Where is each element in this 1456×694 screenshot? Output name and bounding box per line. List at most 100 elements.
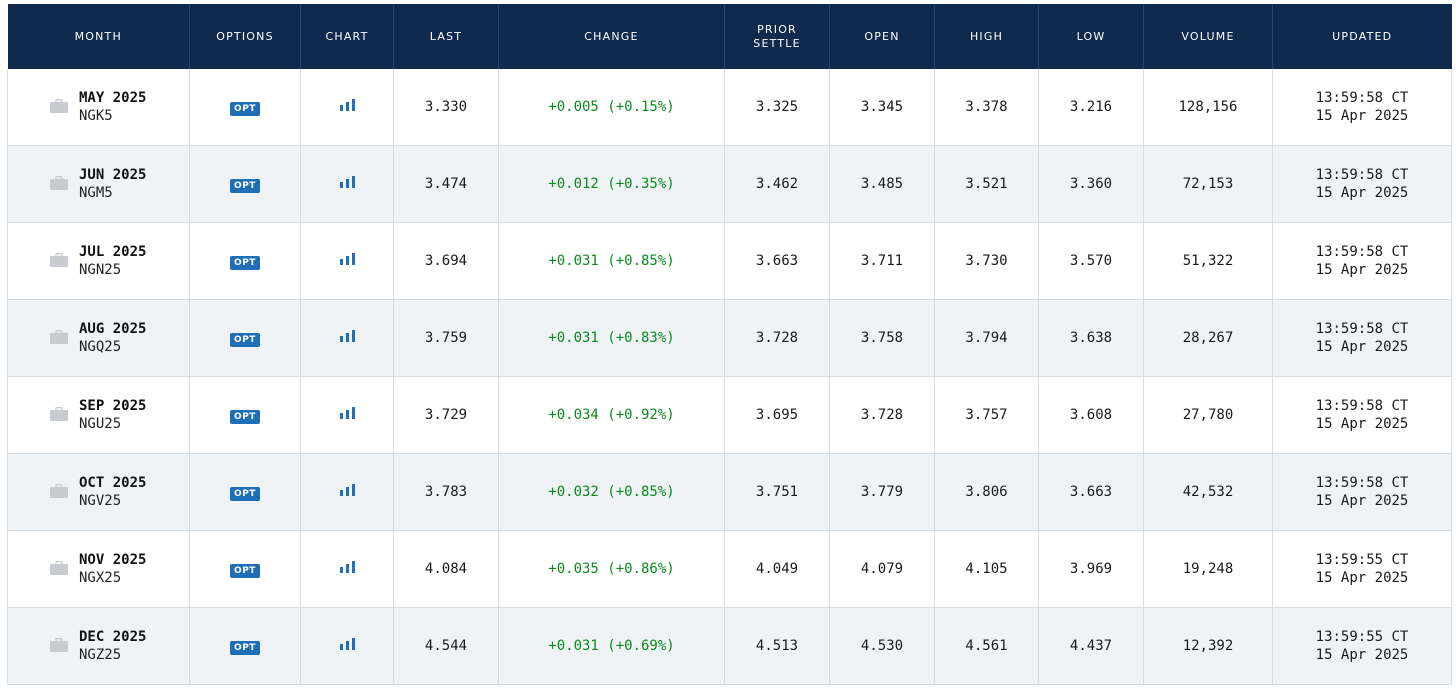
- updated-date: 15 Apr 2025: [1315, 416, 1409, 432]
- briefcase-icon: [50, 175, 68, 190]
- futures-quotes-table-wrapper: MONTH OPTIONS CHART LAST CHANGE PRIOR SE…: [7, 4, 1452, 685]
- volume: 128,156: [1143, 69, 1273, 146]
- options-button[interactable]: OPT: [230, 178, 260, 193]
- column-header-high[interactable]: HIGH: [934, 4, 1039, 69]
- options-button[interactable]: OPT: [230, 640, 260, 655]
- volume: 27,780: [1143, 376, 1273, 454]
- updated-time: 13:59:58 CT: [1315, 321, 1409, 337]
- prior-settle-label-line1: PRIOR: [757, 22, 797, 36]
- options-button[interactable]: OPT: [230, 486, 260, 501]
- prior-settle: 4.513: [724, 607, 830, 685]
- column-header-last[interactable]: LAST: [393, 4, 499, 69]
- volume: 42,532: [1143, 453, 1273, 531]
- options-button[interactable]: OPT: [230, 563, 260, 578]
- prior-settle: 4.049: [724, 530, 830, 608]
- last-price: 3.474: [393, 145, 499, 223]
- price-change: +0.005 (+0.15%): [498, 69, 725, 146]
- chart-cell: [300, 69, 394, 146]
- contract-month[interactable]: JUN 2025: [79, 167, 147, 183]
- bar-chart-icon[interactable]: [339, 99, 355, 111]
- last-price: 3.783: [393, 453, 499, 531]
- updated-time: 13:59:58 CT: [1315, 244, 1409, 260]
- bar-chart-icon[interactable]: [339, 484, 355, 496]
- contract-month[interactable]: NOV 2025: [79, 552, 147, 568]
- contract-month[interactable]: DEC 2025: [79, 629, 147, 645]
- column-header-change[interactable]: CHANGE: [498, 4, 725, 69]
- table-row: SEP 2025 NGU25 OPT 3.729 +0.034 (+0.92%)…: [7, 376, 1452, 454]
- column-header-chart[interactable]: CHART: [300, 4, 394, 69]
- contract-month[interactable]: AUG 2025: [79, 321, 147, 337]
- updated-date: 15 Apr 2025: [1315, 493, 1409, 509]
- table-row: AUG 2025 NGQ25 OPT 3.759 +0.031 (+0.83%)…: [7, 299, 1452, 377]
- briefcase-icon: [50, 637, 68, 652]
- chart-cell: [300, 222, 394, 300]
- high-price: 3.757: [934, 376, 1039, 454]
- column-header-month[interactable]: MONTH: [7, 4, 190, 69]
- high-price: 3.521: [934, 145, 1039, 223]
- contract-month[interactable]: SEP 2025: [79, 398, 147, 414]
- open-price: 3.728: [829, 376, 935, 454]
- bar-chart-icon[interactable]: [339, 330, 355, 342]
- contract-month[interactable]: OCT 2025: [79, 475, 147, 491]
- updated-date: 15 Apr 2025: [1315, 262, 1409, 278]
- options-cell: OPT: [189, 145, 301, 223]
- futures-quotes-table: MONTH OPTIONS CHART LAST CHANGE PRIOR SE…: [7, 4, 1452, 685]
- table-row: JUL 2025 NGN25 OPT 3.694 +0.031 (+0.85%)…: [7, 222, 1452, 300]
- updated-time: 13:59:58 CT: [1315, 475, 1409, 491]
- month-cell: DEC 2025 NGZ25: [7, 607, 190, 685]
- last-price: 3.330: [393, 69, 499, 146]
- contract-code: NGQ25: [79, 339, 122, 355]
- column-header-prior-settle[interactable]: PRIOR SETTLE: [724, 4, 830, 69]
- month-cell: OCT 2025 NGV25: [7, 453, 190, 531]
- open-price: 4.530: [829, 607, 935, 685]
- price-change: +0.034 (+0.92%): [498, 376, 725, 454]
- briefcase-icon: [50, 483, 68, 498]
- bar-chart-icon[interactable]: [339, 176, 355, 188]
- column-header-options[interactable]: OPTIONS: [189, 4, 301, 69]
- volume: 51,322: [1143, 222, 1273, 300]
- price-change: +0.032 (+0.85%): [498, 453, 725, 531]
- high-price: 3.730: [934, 222, 1039, 300]
- bar-chart-icon[interactable]: [339, 407, 355, 419]
- contract-code: NGM5: [79, 185, 113, 201]
- low-price: 3.608: [1038, 376, 1144, 454]
- updated-timestamp: 13:59:58 CT 15 Apr 2025: [1272, 145, 1452, 223]
- options-cell: OPT: [189, 453, 301, 531]
- chart-cell: [300, 376, 394, 454]
- high-price: 4.561: [934, 607, 1039, 685]
- options-cell: OPT: [189, 69, 301, 146]
- contract-month[interactable]: MAY 2025: [79, 90, 147, 106]
- updated-time: 13:59:55 CT: [1315, 629, 1409, 645]
- bar-chart-icon[interactable]: [339, 561, 355, 573]
- updated-time: 13:59:58 CT: [1315, 90, 1409, 106]
- updated-date: 15 Apr 2025: [1315, 570, 1409, 586]
- column-header-open[interactable]: OPEN: [829, 4, 935, 69]
- price-change: +0.031 (+0.85%): [498, 222, 725, 300]
- volume: 28,267: [1143, 299, 1273, 377]
- contract-month[interactable]: JUL 2025: [79, 244, 147, 260]
- low-price: 3.570: [1038, 222, 1144, 300]
- price-change: +0.031 (+0.69%): [498, 607, 725, 685]
- options-button[interactable]: OPT: [230, 255, 260, 270]
- updated-date: 15 Apr 2025: [1315, 185, 1409, 201]
- price-change: +0.012 (+0.35%): [498, 145, 725, 223]
- contract-code: NGZ25: [79, 647, 122, 663]
- bar-chart-icon[interactable]: [339, 253, 355, 265]
- high-price: 3.806: [934, 453, 1039, 531]
- contract-code: NGV25: [79, 493, 122, 509]
- updated-timestamp: 13:59:58 CT 15 Apr 2025: [1272, 376, 1452, 454]
- column-header-updated[interactable]: UPDATED: [1272, 4, 1452, 69]
- low-price: 3.638: [1038, 299, 1144, 377]
- options-button[interactable]: OPT: [230, 332, 260, 347]
- low-price: 3.360: [1038, 145, 1144, 223]
- last-price: 4.084: [393, 530, 499, 608]
- low-price: 4.437: [1038, 607, 1144, 685]
- options-cell: OPT: [189, 222, 301, 300]
- open-price: 3.779: [829, 453, 935, 531]
- column-header-volume[interactable]: VOLUME: [1143, 4, 1273, 69]
- month-cell: MAY 2025 NGK5: [7, 69, 190, 146]
- column-header-low[interactable]: LOW: [1038, 4, 1144, 69]
- bar-chart-icon[interactable]: [339, 638, 355, 650]
- options-button[interactable]: OPT: [230, 409, 260, 424]
- options-button[interactable]: OPT: [230, 101, 260, 116]
